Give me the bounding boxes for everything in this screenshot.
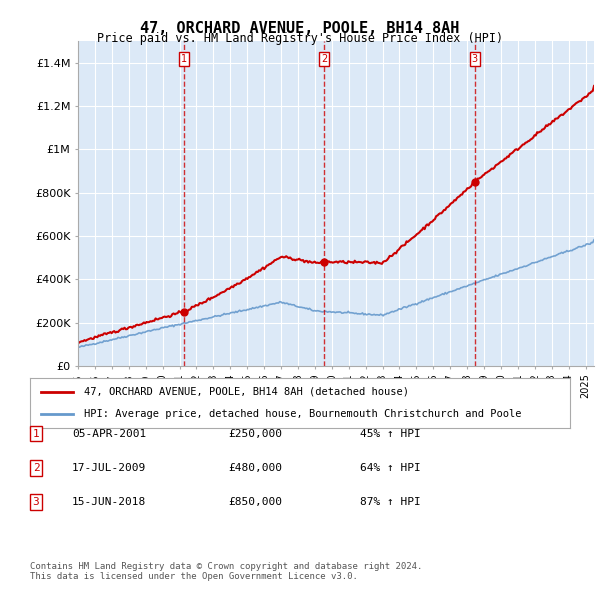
Text: £850,000: £850,000 [228,497,282,507]
Text: 1: 1 [32,429,40,438]
Text: 17-JUL-2009: 17-JUL-2009 [72,463,146,473]
Text: 47, ORCHARD AVENUE, POOLE, BH14 8AH (detached house): 47, ORCHARD AVENUE, POOLE, BH14 8AH (det… [84,386,409,396]
Text: 47, ORCHARD AVENUE, POOLE, BH14 8AH: 47, ORCHARD AVENUE, POOLE, BH14 8AH [140,21,460,35]
Text: Price paid vs. HM Land Registry's House Price Index (HPI): Price paid vs. HM Land Registry's House … [97,32,503,45]
Text: 15-JUN-2018: 15-JUN-2018 [72,497,146,507]
Text: 1: 1 [181,54,187,64]
Text: Contains HM Land Registry data © Crown copyright and database right 2024.
This d: Contains HM Land Registry data © Crown c… [30,562,422,581]
Text: 2: 2 [32,463,40,473]
Text: 3: 3 [472,54,478,64]
Text: 05-APR-2001: 05-APR-2001 [72,429,146,438]
Text: HPI: Average price, detached house, Bournemouth Christchurch and Poole: HPI: Average price, detached house, Bour… [84,409,521,419]
Text: 87% ↑ HPI: 87% ↑ HPI [360,497,421,507]
Text: 64% ↑ HPI: 64% ↑ HPI [360,463,421,473]
Text: 3: 3 [32,497,40,507]
Text: £480,000: £480,000 [228,463,282,473]
Text: 2: 2 [321,54,327,64]
Text: 45% ↑ HPI: 45% ↑ HPI [360,429,421,438]
Text: £250,000: £250,000 [228,429,282,438]
